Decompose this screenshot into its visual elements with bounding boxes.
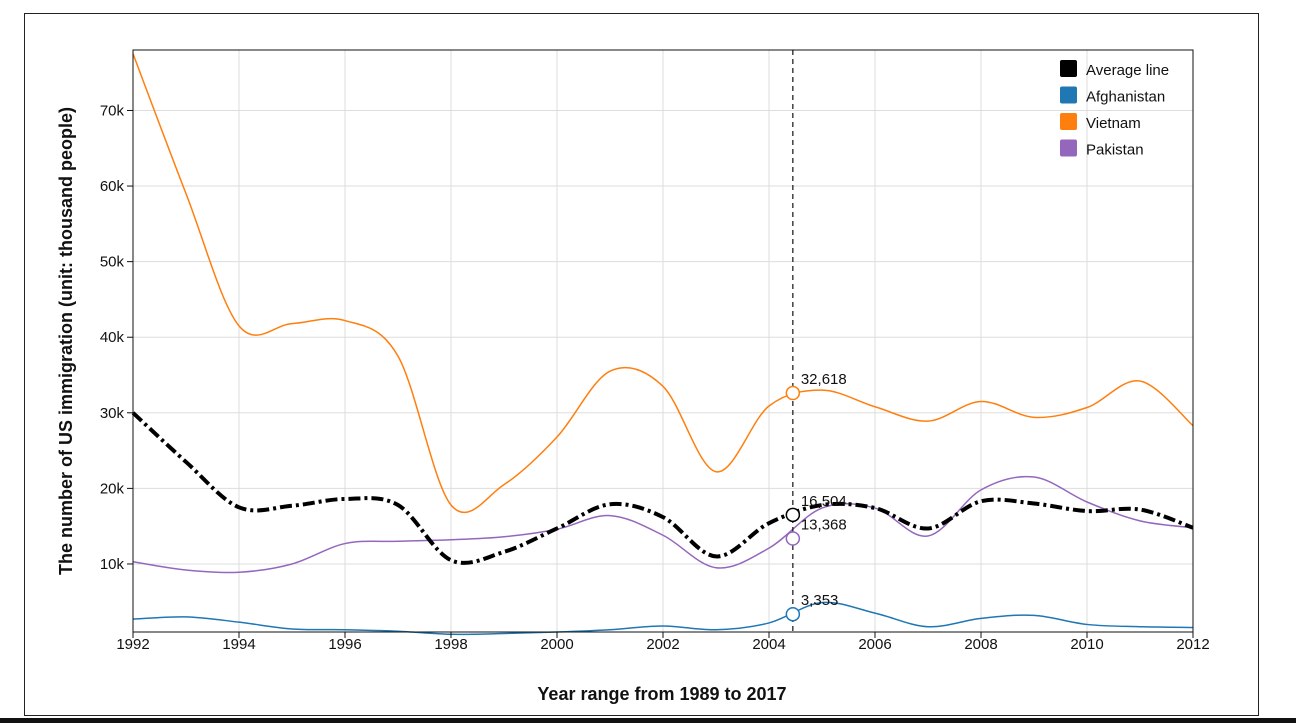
hover-tooltip: 32,618 16,504 13,368 3,353 [785, 50, 847, 632]
y-tick-label: 10k [100, 556, 125, 573]
x-tick: 1994 [222, 632, 256, 653]
x-tick: 2008 [964, 632, 998, 653]
legend-label: Pakistan [1086, 142, 1144, 159]
y-tick: 60k [100, 178, 133, 195]
series-line-afghanistan[interactable] [132, 601, 1194, 636]
y-tick: 30k [100, 405, 133, 422]
y-tick: 20k [100, 480, 133, 497]
legend-swatch [1060, 139, 1077, 157]
y-tick-label: 60k [100, 178, 125, 195]
y-tick: 50k [100, 254, 133, 271]
x-tick-label: 2010 [1070, 636, 1103, 653]
hover-marker-vietnam [785, 385, 801, 401]
series-line-pakistan[interactable] [132, 475, 1194, 574]
x-tick-label: 2008 [964, 636, 997, 653]
series-line-average-line[interactable] [131, 411, 1194, 565]
x-tick-label: 1992 [116, 636, 149, 653]
hover-value-afghanistan: 3,353 [801, 592, 839, 609]
y-tick: 10k [100, 556, 133, 573]
x-tick: 2002 [646, 632, 680, 653]
y-tick: 40k [100, 329, 133, 346]
y-tick-label: 30k [100, 405, 125, 422]
x-tick-label: 2012 [1176, 636, 1209, 653]
y-tick-label: 50k [100, 254, 125, 271]
x-axis-title: Year range from 1989 to 2017 [537, 684, 786, 704]
x-tick: 2000 [540, 632, 574, 653]
x-tick-label: 2004 [752, 636, 785, 653]
x-tick: 2006 [858, 632, 892, 653]
hover-value-pakistan: 13,368 [801, 517, 847, 534]
x-tick: 1998 [434, 632, 468, 653]
y-axis-title: The number of US immigration (unit: thou… [56, 107, 76, 575]
legend-swatch [1060, 113, 1077, 130]
series-line-vietnam[interactable] [132, 53, 1194, 513]
x-tick: 2012 [1176, 632, 1210, 653]
hover-marker-afghanistan [785, 606, 801, 622]
y-tick-label: 20k [100, 480, 125, 497]
grid [132, 50, 1194, 632]
x-tick-label: 2002 [646, 636, 679, 653]
x-tick-label: 1996 [328, 636, 361, 653]
y-tick-label: 40k [100, 329, 125, 346]
x-tick: 2004 [752, 632, 786, 653]
legend-swatch [1060, 60, 1077, 77]
series-lines [131, 53, 1194, 636]
chart-frame [24, 13, 1259, 716]
hover-value-vietnam: 32,618 [801, 371, 847, 388]
x-tick-label: 1994 [222, 636, 255, 653]
hover-marker-average-line [785, 507, 801, 523]
axes: 1992 1994 1996 1998 2000 2002 2004 2006 2008 2010… [100, 49, 1210, 653]
x-tick-label: 1998 [434, 636, 467, 653]
legend-label: Vietnam [1086, 115, 1141, 132]
x-tick: 1992 [116, 632, 150, 653]
legend-item-average-line[interactable]: Average line [1060, 60, 1169, 79]
x-tick-label: 2006 [858, 636, 891, 653]
legend-item-pakistan[interactable]: Pakistan [1060, 139, 1144, 159]
legend-swatch [1060, 86, 1077, 104]
y-tick: 70k [100, 102, 133, 119]
x-tick: 1996 [328, 632, 362, 653]
hover-marker-pakistan [785, 531, 801, 546]
legend: Average line Afghanistan Vietnam Pakistan [1060, 60, 1169, 159]
plot-border [132, 49, 1194, 633]
y-tick-label: 70k [100, 102, 125, 119]
x-tick-label: 2000 [540, 636, 573, 653]
legend-item-afghanistan[interactable]: Afghanistan [1060, 86, 1165, 106]
bottom-rule [0, 718, 1296, 723]
hover-value-average-line: 16,504 [801, 493, 847, 510]
legend-label: Average line [1086, 62, 1169, 79]
legend-item-vietnam[interactable]: Vietnam [1060, 113, 1141, 132]
legend-label: Afghanistan [1086, 89, 1165, 106]
x-tick: 2010 [1070, 632, 1104, 653]
